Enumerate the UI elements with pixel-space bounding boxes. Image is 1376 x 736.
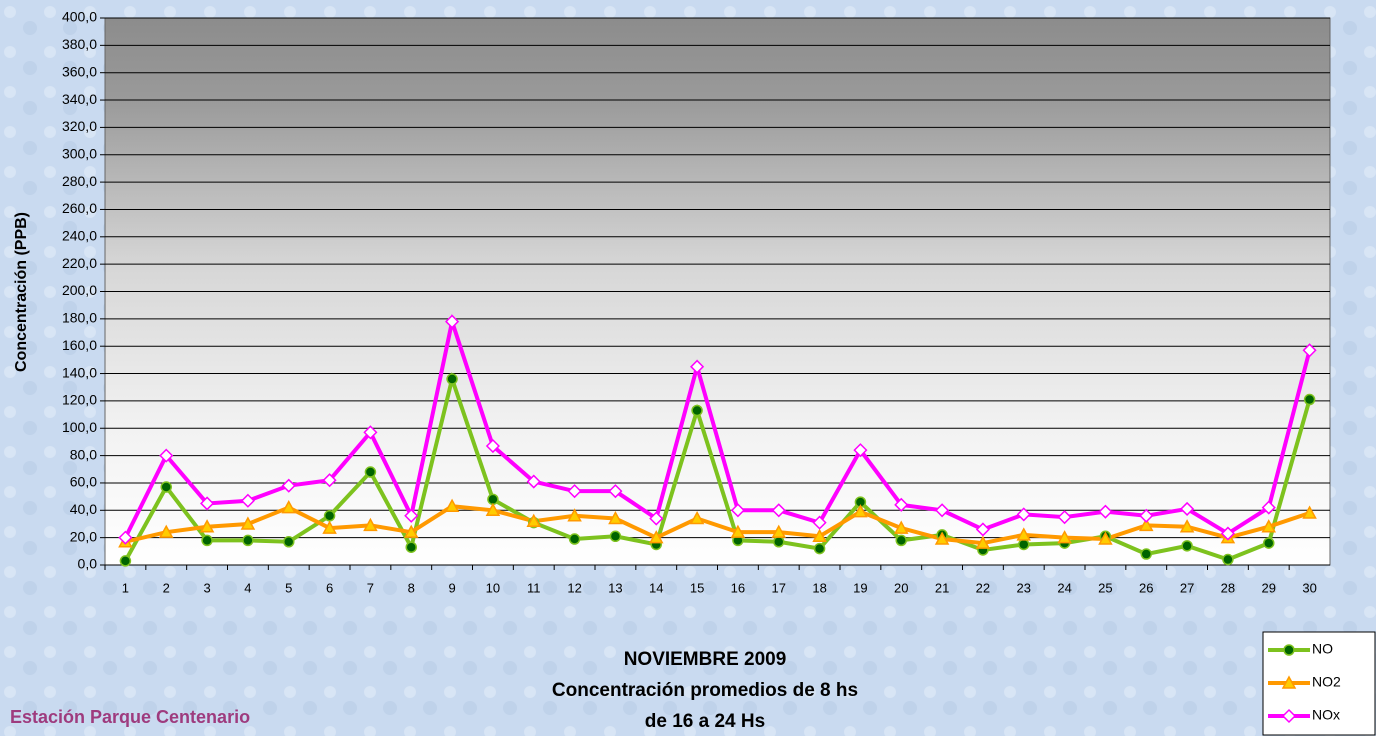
chart: Concentración (PPB) NOVIEMBRE 2009 Conce… [0, 0, 1376, 736]
marker [325, 511, 335, 521]
y-tick-label: 360,0 [62, 63, 97, 79]
x-tick-label: 23 [1017, 580, 1031, 595]
x-tick-label: 8 [408, 580, 415, 595]
station-label: Estación Parque Centenario [10, 707, 250, 727]
y-tick-label: 280,0 [62, 173, 97, 189]
marker [896, 535, 906, 545]
y-tick-label: 180,0 [62, 310, 97, 326]
marker [202, 535, 212, 545]
legend-label: NO2 [1312, 674, 1341, 690]
x-tick-label: 7 [367, 580, 374, 595]
y-tick-label: 160,0 [62, 337, 97, 353]
x-tick-label: 24 [1057, 580, 1071, 595]
marker [1141, 549, 1151, 559]
y-tick-label: 200,0 [62, 282, 97, 298]
x-tick-label: 11 [527, 580, 541, 595]
y-axis-label: Concentración (PPB) [13, 212, 30, 372]
x-tick-label: 20 [894, 580, 908, 595]
marker [243, 535, 253, 545]
marker [610, 531, 620, 541]
y-tick-label: 0,0 [78, 556, 98, 572]
x-tick-label: 19 [853, 580, 867, 595]
x-tick-label: 15 [690, 580, 704, 595]
marker [365, 467, 375, 477]
marker [774, 537, 784, 547]
x-tick-label: 6 [326, 580, 333, 595]
x-tick-label: 14 [649, 580, 663, 595]
x-tick-label: 3 [203, 580, 210, 595]
x-tick-label: 12 [567, 580, 581, 595]
y-tick-label: 380,0 [62, 36, 97, 52]
y-tick-label: 340,0 [62, 91, 97, 107]
y-tick-label: 60,0 [70, 474, 97, 490]
marker [120, 556, 130, 566]
y-tick-label: 400,0 [62, 9, 97, 25]
y-tick-label: 120,0 [62, 392, 97, 408]
y-tick-label: 140,0 [62, 364, 97, 380]
x-tick-label: 28 [1221, 580, 1235, 595]
x-tick-label: 27 [1180, 580, 1194, 595]
marker [406, 542, 416, 552]
marker [1284, 645, 1294, 655]
x-tick-label: 22 [976, 580, 990, 595]
y-tick-label: 320,0 [62, 118, 97, 134]
y-tick-label: 80,0 [70, 446, 97, 462]
page: {"chart_data": {"type": "line", "title":… [0, 0, 1376, 736]
marker [1264, 538, 1274, 548]
x-tick-label: 10 [486, 580, 500, 595]
marker [161, 482, 171, 492]
marker [570, 534, 580, 544]
chart-title: NOVIEMBRE 2009 [624, 649, 787, 670]
x-tick-label: 17 [772, 580, 786, 595]
y-tick-label: 220,0 [62, 255, 97, 271]
x-tick-label: 2 [163, 580, 170, 595]
marker [815, 544, 825, 554]
y-tick-label: 240,0 [62, 228, 97, 244]
x-tick-label: 9 [448, 580, 455, 595]
x-tick-label: 1 [122, 580, 129, 595]
x-tick-label: 29 [1262, 580, 1276, 595]
y-tick-label: 100,0 [62, 419, 97, 435]
x-tick-label: 26 [1139, 580, 1153, 595]
x-tick-label: 13 [608, 580, 622, 595]
marker [1305, 395, 1315, 405]
chart-subtitle: Concentración promedios de 8 hs [552, 680, 858, 701]
legend-label: NO [1312, 641, 1333, 657]
marker [1019, 539, 1029, 549]
marker [284, 537, 294, 547]
y-tick-label: 20,0 [70, 528, 97, 544]
y-tick-label: 260,0 [62, 200, 97, 216]
marker [692, 405, 702, 415]
x-tick-label: 16 [731, 580, 745, 595]
y-tick-label: 300,0 [62, 145, 97, 161]
marker [1182, 541, 1192, 551]
y-tick-label: 40,0 [70, 501, 97, 517]
x-tick-label: 18 [812, 580, 826, 595]
x-tick-label: 21 [935, 580, 949, 595]
x-tick-label: 4 [244, 580, 251, 595]
x-tick-label: 25 [1098, 580, 1112, 595]
x-tick-label: 30 [1302, 580, 1316, 595]
marker [1223, 555, 1233, 565]
marker [447, 374, 457, 384]
chart-subtitle: de 16 a 24 Hs [645, 711, 765, 732]
legend-label: NOx [1312, 707, 1340, 723]
x-tick-label: 5 [285, 580, 292, 595]
